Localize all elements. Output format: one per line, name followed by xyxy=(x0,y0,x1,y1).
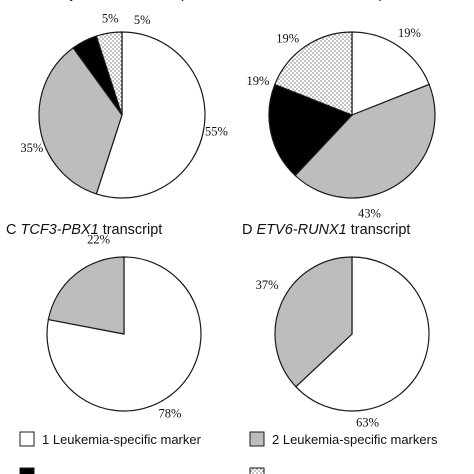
panel-letter: C xyxy=(6,222,21,238)
slice-label: 37% xyxy=(256,278,279,292)
slice-label: 63% xyxy=(356,416,379,430)
slice-label: 19% xyxy=(398,26,421,40)
legend-swatch xyxy=(249,467,265,474)
legend: 1 Leukemia-specific marker 2 Leukemia-spe… xyxy=(19,431,438,474)
legend-label: 2 Leukemia-specific markers xyxy=(272,432,438,447)
panel-suffix: transcript xyxy=(347,222,411,238)
pie-slice xyxy=(274,31,353,116)
panel-name: BCR-ABL1 xyxy=(256,0,327,2)
slice-label: 5% xyxy=(102,12,119,26)
panel-letter: B xyxy=(242,0,256,2)
panel-name: ETV6-RUNX1 xyxy=(257,222,347,238)
pie-slice xyxy=(294,83,436,199)
slice-label: 43% xyxy=(358,207,381,221)
panel-title: D ETV6-RUNX1 transcript xyxy=(242,222,410,238)
pie-slice xyxy=(46,256,202,412)
pie-slice xyxy=(295,256,430,412)
panel-suffix: transcript xyxy=(327,0,391,2)
panel-title: A All 3 major fusion transcripts xyxy=(6,0,200,2)
slice-label: 55% xyxy=(205,125,228,139)
slice-label: 19% xyxy=(247,74,270,88)
pie-panel-b: B BCR-ABL1 transcript 19% 43% 19% 19% xyxy=(242,0,436,221)
pie-slice xyxy=(47,256,125,335)
legend-swatch xyxy=(249,431,265,447)
slice-label: 22% xyxy=(87,232,110,246)
pie-slice xyxy=(274,256,353,388)
legend-swatch xyxy=(19,431,35,447)
pie-panel-c: C TCF3-PBX1 transcript 78% 22% xyxy=(6,222,202,421)
pie-slice xyxy=(95,31,206,199)
charts-group: A All 3 major fusion transcripts 55% 35% 5%… xyxy=(6,0,436,430)
legend-label: 1 Leukemia-specific marker xyxy=(42,432,202,447)
pie-slice xyxy=(95,31,123,116)
slice-label: 5% xyxy=(134,13,151,27)
panel-letter: A xyxy=(6,0,18,2)
pie-panel-a: A All 3 major fusion transcripts 55% 35% 5%… xyxy=(6,0,228,199)
panel-title: B BCR-ABL1 transcript xyxy=(242,0,390,2)
pie-slice xyxy=(351,31,430,116)
slice-label: 78% xyxy=(159,407,182,421)
slice-label: 35% xyxy=(20,141,43,155)
legend-swatch xyxy=(19,467,35,474)
slice-label: 19% xyxy=(276,31,299,45)
pie-slice xyxy=(38,47,123,195)
panel-letter: D xyxy=(242,222,257,238)
pie-panel-d: D ETV6-RUNX1 transcript 63% 37% xyxy=(242,222,430,430)
panel-suffix: transcript xyxy=(99,222,163,238)
panel-name: TCF3-PBX1 xyxy=(21,222,99,238)
panel-name: All 3 major fusion transcripts xyxy=(18,0,200,2)
panel-title: C TCF3-PBX1 transcript xyxy=(6,222,162,238)
